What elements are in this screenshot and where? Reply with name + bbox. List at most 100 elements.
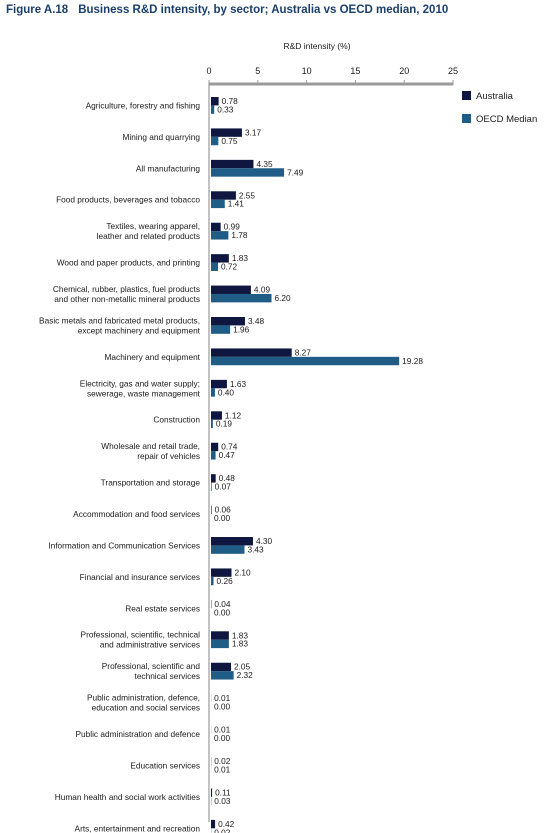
data-label-oecd-median: 0.47 [219, 450, 236, 460]
x-tick-label: 0 [206, 66, 211, 76]
x-tick-label: 5 [255, 66, 260, 76]
bar-australia [211, 505, 212, 514]
category-label: leather and related products [97, 231, 200, 241]
data-label-oecd-median: 0.72 [221, 262, 238, 272]
category-label: Arts, entertainment and recreation [75, 823, 201, 833]
category-label: Accommodation and food services [73, 509, 200, 519]
data-label-oecd-median: 0.07 [215, 482, 232, 492]
category-label: All manufacturing [136, 163, 200, 173]
bar-australia [211, 254, 229, 263]
data-label-oecd-median: 0.00 [214, 513, 231, 523]
data-label-australia: 3.17 [245, 127, 262, 137]
x-tick-label: 25 [448, 66, 458, 76]
bar-australia [211, 222, 221, 232]
category-label: Financial and insurance services [80, 572, 200, 582]
data-label-australia: 4.35 [256, 159, 273, 169]
category-label: Public administration, defence, [87, 693, 200, 703]
legend-swatch-australia [462, 91, 471, 100]
category-label: sewerage, waste management [87, 388, 201, 398]
x-tick-label: 15 [350, 66, 360, 76]
bar-oecd-median [211, 325, 231, 334]
bar-oecd-median [211, 136, 219, 146]
legend-label-australia: Australia [476, 91, 514, 102]
data-label-australia: 3.48 [248, 316, 265, 326]
category-label: Machinery and equipment [105, 352, 201, 362]
legend-swatch-oecd-median [462, 114, 471, 123]
data-label-australia: 1.12 [225, 410, 242, 420]
data-label-australia: 2.10 [234, 567, 251, 577]
bar-oecd-median [211, 388, 215, 397]
data-label-oecd-median: 6.20 [275, 293, 292, 303]
data-label-oecd-median: 0.40 [218, 387, 235, 397]
data-label-australia: 0.74 [221, 442, 238, 452]
bar-oecd-median [211, 451, 216, 460]
data-label-oecd-median: 0.26 [217, 576, 234, 586]
data-label-australia: 2.55 [239, 190, 256, 200]
bar-oecd-median [211, 168, 285, 177]
x-tick-label: 20 [399, 66, 409, 76]
data-label-australia: 0.01 [214, 725, 231, 735]
category-label: except machinery and equipment [78, 325, 201, 335]
category-label: Transportation and storage [101, 478, 201, 488]
category-label: Human health and social work activities [55, 792, 200, 802]
data-label-oecd-median: 1.78 [231, 230, 248, 240]
data-label-australia: 0.48 [219, 473, 236, 483]
bar-oecd-median [211, 545, 245, 554]
bar-australia [211, 379, 227, 389]
bar-australia [211, 191, 236, 200]
data-label-australia: 0.11 [215, 787, 231, 797]
data-label-oecd-median: 0.75 [221, 136, 238, 146]
data-label-australia: 0.06 [215, 505, 232, 515]
bar-oecd-median [211, 293, 272, 303]
data-label-australia: 0.02 [214, 756, 231, 766]
category-label: Construction [153, 415, 200, 425]
bar-australia [211, 411, 222, 420]
data-label-oecd-median: 19.28 [402, 356, 423, 366]
data-label-oecd-median: 1.41 [228, 199, 245, 209]
data-label-australia: 8.27 [295, 347, 312, 357]
bar-australia [211, 537, 253, 546]
bar-oecd-median [211, 356, 400, 366]
category-label: repair of vehicles [137, 451, 200, 461]
data-label-australia: 1.83 [232, 253, 249, 263]
data-label-australia: 1.83 [232, 630, 249, 640]
x-tick-label: 10 [302, 66, 312, 76]
figure-title-text: Business R&D intensity, by sector; Austr… [78, 4, 449, 16]
bar-australia [211, 819, 216, 829]
bar-australia [211, 631, 229, 640]
data-label-oecd-median: 0.02 [214, 827, 231, 833]
bar-oecd-median [211, 105, 215, 114]
category-label: and administrative services [100, 640, 200, 650]
bar-oecd-median [211, 671, 234, 680]
bar-australia [211, 442, 219, 452]
bar-oecd-median [211, 576, 214, 586]
category-label: education and social services [92, 703, 200, 713]
data-label-australia: 4.09 [254, 285, 271, 295]
category-label: Information and Communication Services [48, 540, 200, 550]
bar-australia [211, 348, 292, 357]
category-label: Professional, scientific, technical [81, 630, 201, 640]
category-label: Real estate services [125, 603, 200, 613]
data-label-oecd-median: 0.33 [217, 104, 234, 114]
figure-title: Figure A.18 Business R&D intensity, by se… [6, 4, 448, 16]
category-label: Wholesale and retail trade, [101, 441, 200, 451]
bar-australia [211, 285, 251, 294]
bar-australia [211, 474, 216, 483]
legend-label-oecd-median: OECD Median [476, 114, 537, 125]
data-label-australia: 0.99 [224, 222, 241, 232]
data-label-oecd-median: 0.00 [214, 607, 231, 617]
x-axis-title: R&D intensity (%) [283, 41, 350, 51]
category-label: Mining and quarrying [123, 132, 201, 142]
bar-australia [211, 97, 219, 106]
bar-oecd-median [211, 231, 229, 240]
category-label: Professional, scientific and [102, 661, 201, 671]
bar-oecd-median [211, 419, 213, 429]
data-label-oecd-median: 3.43 [247, 544, 264, 554]
data-label-oecd-median: 1.96 [233, 324, 250, 334]
category-label: Electricity, gas and water supply; [80, 378, 200, 388]
category-label: Wood and paper products, and printing [57, 258, 201, 268]
data-label-australia: 0.42 [218, 819, 235, 829]
bar-oecd-median [211, 199, 225, 209]
bar-australia [211, 128, 242, 137]
